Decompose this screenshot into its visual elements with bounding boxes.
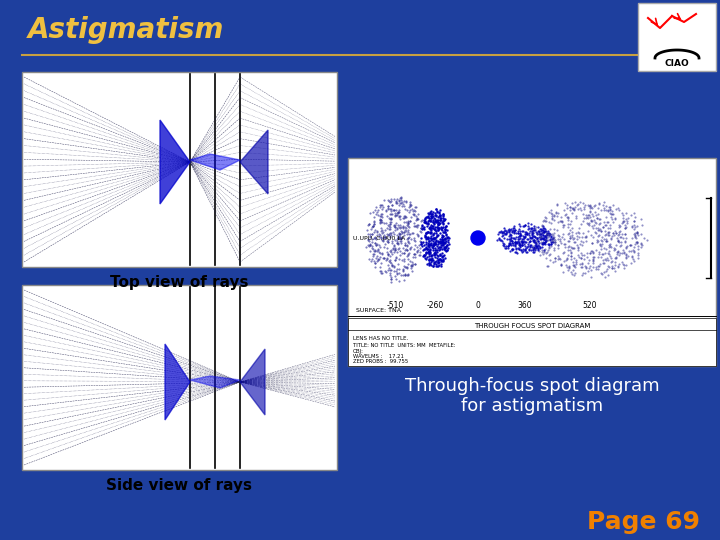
Text: LENS HAS NO TITLE.: LENS HAS NO TITLE. [353, 336, 408, 341]
Text: TITLE: NO TITLE  UNITS: MM  METAFILE:: TITLE: NO TITLE UNITS: MM METAFILE: [353, 343, 456, 348]
Text: 0: 0 [476, 301, 480, 310]
Text: Side view of rays: Side view of rays [106, 478, 252, 493]
Text: U.UPU. C.UU0 LA: U.UPU. C.UU0 LA [353, 235, 405, 240]
Text: ZED PROBS :  99.755: ZED PROBS : 99.755 [353, 359, 408, 364]
Polygon shape [240, 130, 268, 194]
Bar [348, 158, 716, 366]
Bar [22, 72, 337, 267]
Polygon shape [165, 344, 190, 420]
Text: 360: 360 [518, 301, 532, 310]
Text: -510: -510 [387, 301, 404, 310]
Text: Astigmatism: Astigmatism [28, 16, 225, 44]
Text: SURFACE: TNA: SURFACE: TNA [356, 308, 401, 313]
Ellipse shape [471, 231, 485, 245]
Polygon shape [190, 154, 240, 170]
Polygon shape [160, 120, 190, 204]
Text: WAVELMS :    17.21: WAVELMS : 17.21 [353, 354, 404, 359]
Text: Through-focus spot diagram
for astigmatism: Through-focus spot diagram for astigmati… [405, 376, 660, 415]
Text: THROUGH FOCUS SPOT DIAGRAM: THROUGH FOCUS SPOT DIAGRAM [474, 323, 590, 329]
Bar [22, 285, 337, 470]
Bar [638, 3, 716, 71]
Polygon shape [240, 349, 265, 415]
Polygon shape [190, 376, 240, 388]
Text: OBJ:: OBJ: [353, 349, 364, 354]
Text: 520: 520 [582, 301, 598, 310]
Bar [348, 318, 716, 366]
Text: CIAO: CIAO [665, 59, 689, 69]
Text: -260: -260 [426, 301, 444, 310]
Text: Top view of rays: Top view of rays [109, 275, 248, 290]
Text: Page 69: Page 69 [587, 510, 700, 534]
